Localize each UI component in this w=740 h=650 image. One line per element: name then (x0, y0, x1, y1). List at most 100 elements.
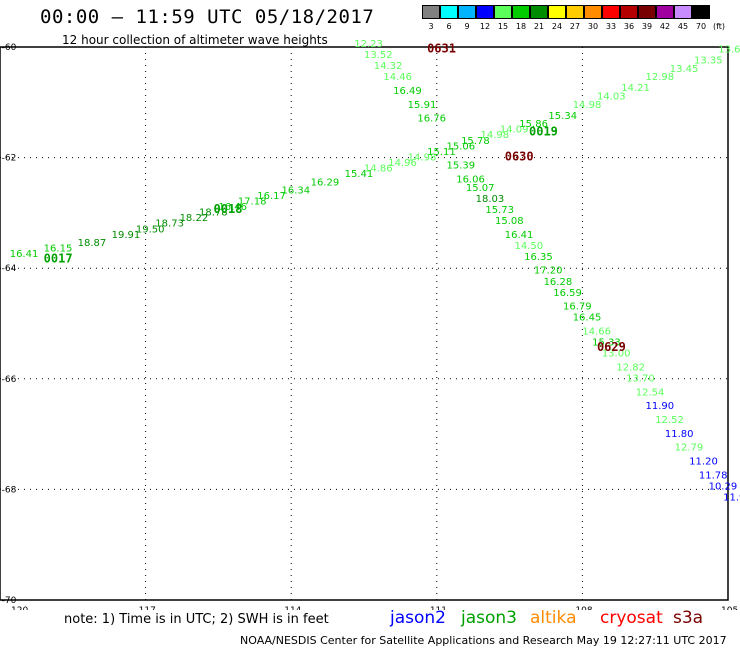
swh-value-label: 11.20 (689, 457, 718, 468)
scale-label: 24 (551, 22, 563, 31)
pass-time-label: 0629 (597, 340, 626, 354)
scale-bin-27: 27 (565, 5, 584, 31)
satellite-label-jason3: jason3 (461, 608, 517, 628)
swh-value-label: 16.45 (573, 313, 602, 324)
lat-tick-label: -60 (2, 43, 17, 53)
lon-tick-label: -120 (8, 606, 29, 610)
scale-swatch (673, 5, 692, 19)
swh-value-label: 14.32 (374, 61, 403, 72)
swh-value-label: 16.41 (505, 230, 534, 241)
swh-value-label: 12.82 (616, 363, 645, 374)
swh-value-label: 12.79 (675, 443, 704, 454)
scale-swatch (691, 5, 710, 19)
scale-swatch (583, 5, 602, 19)
swh-value-label: 10.29 (709, 481, 738, 492)
scale-swatch (511, 5, 530, 19)
swh-value-label: 14.86 (364, 163, 393, 174)
swh-value-label: 13.00 (602, 349, 631, 360)
scale-swatch (655, 5, 674, 19)
swh-value-label: 11.9 (723, 492, 740, 503)
scale-bin-9: 9 (457, 5, 476, 31)
swh-value-label: 16.35 (524, 252, 553, 263)
lon-tick-label: -117 (135, 606, 155, 610)
scale-swatch (529, 5, 548, 19)
page-subtitle: 12 hour collection of altimeter wave hei… (62, 33, 328, 47)
scale-swatch (637, 5, 656, 19)
scale-label: 6 (446, 22, 452, 31)
scale-label: 18 (515, 22, 527, 31)
swh-value-label: 12.52 (655, 415, 684, 426)
swh-value-label: 15.73 (485, 205, 514, 216)
swh-value-label: 12.23 (354, 39, 383, 50)
swh-value-label: 17.20 (534, 266, 563, 277)
pass-time-label: 0017 (44, 252, 73, 266)
swh-value-label: 15.33 (592, 338, 621, 349)
swh-value-label: 14.46 (383, 72, 412, 83)
swh-value-label: 18.73 (155, 219, 184, 230)
swh-value-label: 16.29 (311, 177, 340, 188)
swh-value-label: 13.67 (718, 45, 740, 56)
scale-bin-3: 3 (421, 5, 440, 31)
scale-bin-70: 70 (691, 5, 710, 31)
swh-value-label: 14.98 (573, 100, 602, 111)
swh-value-label: 15.39 (447, 161, 476, 172)
swh-value-label: 11.80 (665, 429, 694, 440)
swh-value-label: 13.35 (694, 56, 723, 67)
scale-bin-6: 6 (439, 5, 458, 31)
lon-tick-label: -105 (718, 606, 738, 610)
swh-value-label: 16.28 (544, 277, 573, 288)
scale-label: 45 (677, 22, 689, 31)
swh-value-label: 14.21 (621, 83, 650, 94)
swh-value-label: 14.50 (514, 241, 543, 252)
scale-label: 42 (659, 22, 671, 31)
scale-bin-18: 18 (511, 5, 530, 31)
scale-bin-45: 45 (673, 5, 692, 31)
swh-value-label: 18.78 (199, 208, 228, 219)
swh-value-label: 16.41 (10, 249, 39, 260)
scale-swatch (565, 5, 584, 19)
footer-note: note: 1) Time is in UTC; 2) SWH is in fe… (64, 612, 329, 627)
swh-value-label: 16.34 (281, 186, 310, 197)
swh-value-label: 15.34 (548, 111, 577, 122)
scale-bin-15: 15 (493, 5, 512, 31)
scale-label: 21 (533, 22, 545, 31)
scale-bin-24: 24 (547, 5, 566, 31)
lat-tick-label: -70 (2, 596, 17, 606)
swh-value-label: 16.79 (563, 302, 592, 313)
footer-credit: NOAA/NESDIS Center for Satellite Applica… (240, 634, 727, 647)
swh-value-label: 16.59 (553, 288, 582, 299)
page-title: 00:00 – 11:59 UTC 05/18/2017 (40, 6, 375, 28)
lon-tick-label: -111 (427, 606, 447, 610)
scale-bin-21: 21 (529, 5, 548, 31)
swh-value-label: 16.17 (257, 191, 286, 202)
swh-value-label: 14.98 (408, 152, 437, 163)
lat-tick-label: -66 (2, 375, 17, 385)
swh-value-label: 15.06 (447, 141, 476, 152)
swh-value-label: 18.87 (78, 238, 107, 249)
pass-time-label: 0019 (529, 124, 558, 138)
scale-label: 15 (497, 22, 509, 31)
lon-tick-label: -114 (281, 606, 302, 610)
satellite-label-s3a: s3a (673, 608, 704, 628)
scale-bin-39: 39 (637, 5, 656, 31)
swh-value-label: 16.49 (393, 86, 422, 97)
swh-value-label: 15.86 (519, 119, 548, 130)
scale-bin-42: 42 (655, 5, 674, 31)
scale-swatch (439, 5, 458, 19)
scale-label: 27 (569, 22, 581, 31)
scale-swatch (547, 5, 566, 19)
swh-value-label: 15.78 (461, 136, 490, 147)
lat-tick-label: -64 (2, 264, 17, 274)
swh-value-label: 18.03 (476, 194, 505, 205)
map-frame (0, 46, 729, 601)
swh-value-label: 14.09 (500, 125, 529, 136)
scale-label: 30 (587, 22, 599, 31)
swh-value-label: 16.76 (417, 114, 446, 125)
swh-value-label: 14.66 (582, 327, 611, 338)
swh-value-label: 15.11 (427, 147, 456, 158)
swh-value-label: 16.06 (456, 174, 485, 185)
swh-value-label: 15.41 (345, 169, 374, 180)
lat-tick-label: -62 (2, 154, 17, 164)
scale-label: 3 (428, 22, 434, 31)
swh-value-label: 14.03 (597, 92, 626, 103)
